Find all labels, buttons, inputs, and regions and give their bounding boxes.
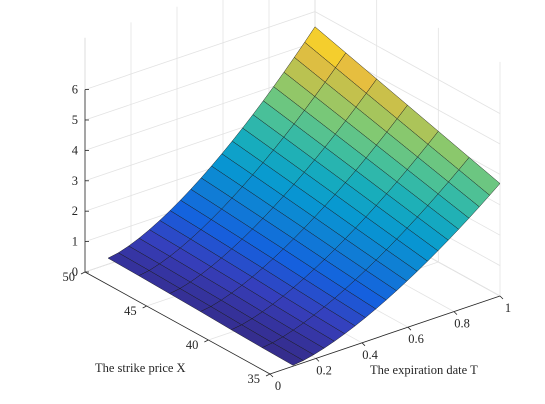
x-tick-mark bbox=[265, 373, 271, 377]
z-tick-label: 2 bbox=[72, 204, 78, 218]
x-tick-label: 45 bbox=[124, 304, 137, 318]
z-tick-label: 0 bbox=[72, 265, 78, 279]
z-tick-label: 3 bbox=[72, 174, 78, 188]
t-tick-mark bbox=[361, 342, 366, 347]
t-tick-mark bbox=[453, 311, 458, 315]
t-tick-label: 0 bbox=[275, 379, 281, 393]
t-tick-label: 0.8 bbox=[454, 317, 470, 331]
z-tick-label: 5 bbox=[72, 113, 78, 127]
t-tick-label: 0.4 bbox=[362, 348, 378, 362]
x-tick-mark bbox=[142, 305, 147, 309]
x-tick-mark bbox=[204, 339, 209, 343]
t-tick-mark bbox=[315, 358, 320, 362]
t-axis-line bbox=[269, 295, 501, 375]
t-tick-label: 0.2 bbox=[316, 363, 332, 377]
y-axis-label: The strike price X bbox=[95, 361, 186, 375]
x-tick-label: 50 bbox=[63, 270, 76, 284]
z-tick-label: 1 bbox=[72, 235, 78, 249]
t-tick-label: 1 bbox=[505, 301, 511, 315]
z-tick-label: 4 bbox=[72, 143, 79, 157]
surface-plot bbox=[107, 26, 501, 366]
x-axis-line bbox=[84, 271, 271, 375]
x-tick-mark bbox=[80, 271, 86, 275]
z-tick-label: 6 bbox=[72, 83, 78, 97]
x-tick-label: 40 bbox=[186, 338, 199, 352]
t-tick-mark bbox=[269, 373, 274, 378]
surface-cell bbox=[261, 342, 304, 366]
t-tick-mark bbox=[407, 326, 412, 331]
t-tick-mark bbox=[499, 295, 504, 300]
x-axis-label: The expiration date T bbox=[370, 363, 478, 377]
grid-line-z-6 bbox=[84, 11, 501, 114]
t-tick-label: 0.6 bbox=[408, 332, 424, 346]
x-tick-label: 35 bbox=[248, 372, 261, 386]
